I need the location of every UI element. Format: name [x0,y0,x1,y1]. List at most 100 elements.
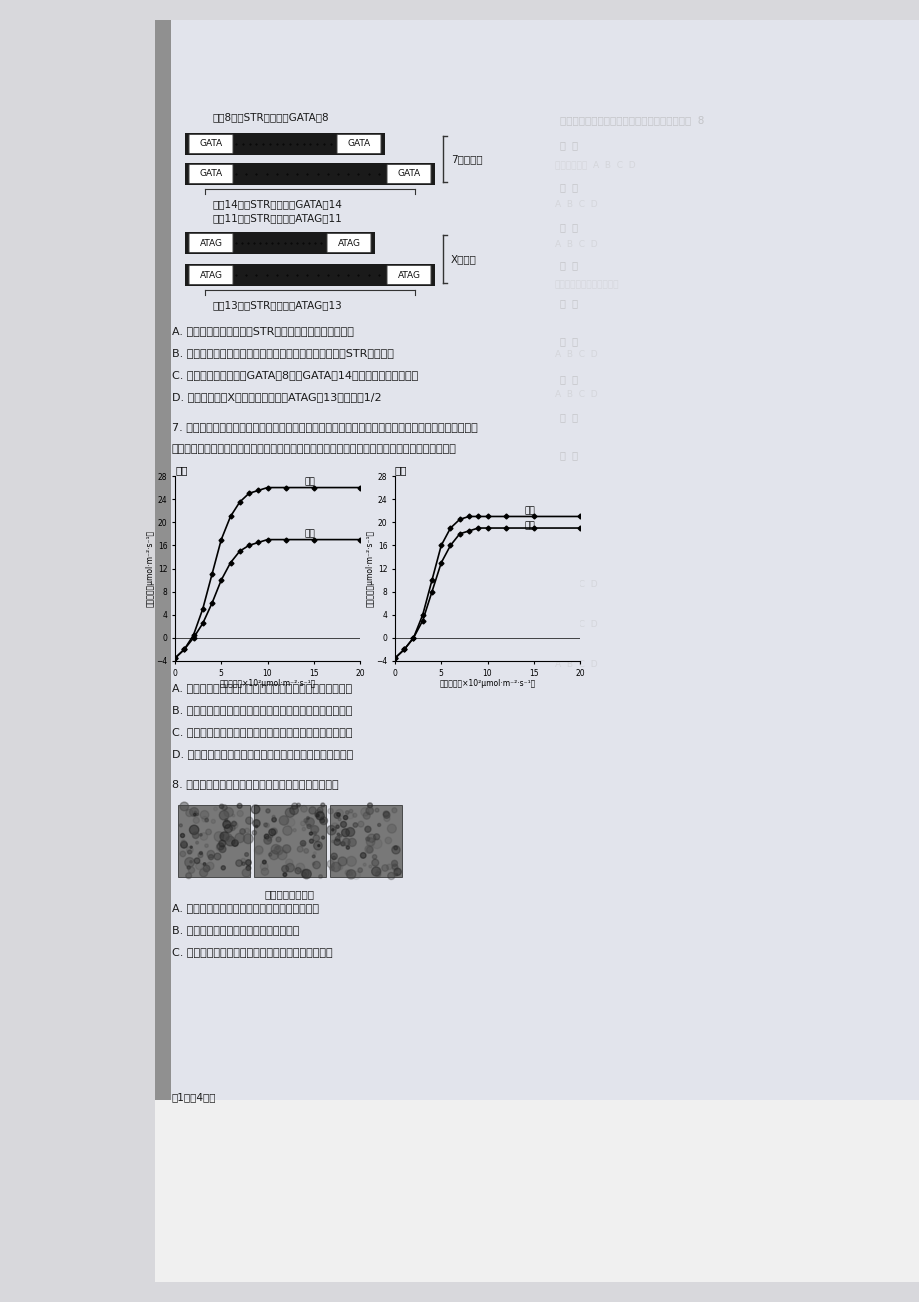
Circle shape [341,829,349,837]
Circle shape [264,836,271,844]
Circle shape [366,837,369,841]
FancyBboxPatch shape [154,20,919,1100]
Circle shape [375,871,380,876]
FancyBboxPatch shape [185,264,435,286]
Circle shape [357,822,364,827]
Circle shape [317,845,320,846]
Circle shape [313,841,322,850]
Circle shape [199,852,202,854]
Circle shape [352,871,360,879]
Circle shape [367,803,372,807]
Text: ATAG: ATAG [337,238,360,247]
Circle shape [342,838,350,846]
FancyBboxPatch shape [387,266,430,285]
Circle shape [180,802,188,811]
FancyBboxPatch shape [336,134,380,154]
Circle shape [189,825,199,835]
Circle shape [232,822,236,827]
Text: A. 胎儿手的发育过程中细胞的凋亡使得五指分开: A. 胎儿手的发育过程中细胞的凋亡使得五指分开 [172,904,319,913]
Circle shape [245,859,251,866]
FancyBboxPatch shape [387,164,430,184]
Circle shape [276,846,278,850]
Text: A  B  C  D: A B C D [554,240,597,249]
Circle shape [219,811,229,820]
Circle shape [199,833,208,840]
Circle shape [331,823,338,829]
Circle shape [366,807,373,815]
Circle shape [203,865,210,872]
Circle shape [207,850,214,858]
Text: （  ）: （ ） [560,411,577,422]
Circle shape [264,823,267,827]
Circle shape [193,818,199,823]
Circle shape [219,840,225,846]
Circle shape [391,865,397,870]
Text: A  B  C  D: A B C D [554,579,597,589]
Circle shape [301,870,309,878]
Text: B. 为保证亲子鉴定的准确率，应选择足够数量不同位点的STR进行检测: B. 为保证亲子鉴定的准确率，应选择足够数量不同位点的STR进行检测 [172,348,393,358]
Circle shape [217,842,224,850]
Circle shape [274,846,283,855]
Circle shape [180,833,185,837]
Text: A. 与单作相比，间作时两种植物的呼吸强度均没有受到影响: A. 与单作相比，间作时两种植物的呼吸强度均没有受到影响 [172,684,352,693]
Circle shape [300,841,305,846]
Circle shape [338,818,341,820]
Circle shape [312,832,316,835]
Circle shape [267,836,271,841]
Circle shape [268,829,276,836]
Circle shape [317,807,323,812]
Circle shape [272,815,275,818]
Text: D. 该女性的儿子X染色体含有图中（ATAG）13的概率是1/2: D. 该女性的儿子X染色体含有图中（ATAG）13的概率是1/2 [172,392,381,402]
Circle shape [220,832,229,841]
Text: B. 与单作相比，间作时两种植物光合作用的光饱和点均增大: B. 与单作相比，间作时两种植物光合作用的光饱和点均增大 [172,704,352,715]
Circle shape [363,863,366,866]
Circle shape [387,824,396,833]
Circle shape [321,836,324,840]
Circle shape [221,866,225,870]
Text: ATAG: ATAG [199,238,222,247]
Text: D. 大豆植株开始积累有机物时的最低光照强度单作大于间作: D. 大豆植株开始积累有机物时的最低光照强度单作大于间作 [172,749,353,759]
Circle shape [349,810,352,812]
Circle shape [327,809,333,814]
Circle shape [303,819,308,823]
Text: （  ）: （ ） [560,141,577,150]
Circle shape [366,846,373,853]
Circle shape [332,857,335,859]
Circle shape [206,862,214,870]
Circle shape [235,859,242,866]
Circle shape [296,863,304,872]
Circle shape [312,862,314,865]
Circle shape [312,835,319,841]
Circle shape [391,807,396,812]
Circle shape [391,861,397,866]
Circle shape [232,840,238,846]
Text: 7. 将桑树和大豆分别单独种植（单作）或两种隔行种植（间作），测得两种植物的光合速率如下图所示: 7. 将桑树和大豆分别单独种植（单作）或两种隔行种植（间作），测得两种植物的光合… [172,422,477,432]
Text: 重复8次，STR表示为（GATA）8: 重复8次，STR表示为（GATA）8 [213,112,329,122]
Circle shape [326,861,334,867]
Circle shape [244,828,249,833]
Text: C. 若此时受到致癌因子的影响，细胞更容易发生癌变: C. 若此时受到致癌因子的影响，细胞更容易发生癌变 [172,947,333,957]
X-axis label: 光照强度（×10²μmol·m⁻²·s⁻¹）: 光照强度（×10²μmol·m⁻²·s⁻¹） [439,680,535,687]
Circle shape [371,867,380,876]
Circle shape [180,852,186,857]
Circle shape [363,812,369,819]
Circle shape [312,855,315,858]
Text: （  ）: （ ） [560,260,577,270]
Circle shape [375,809,379,812]
Circle shape [265,823,269,828]
Circle shape [194,858,199,863]
Circle shape [385,837,391,844]
Circle shape [283,872,287,876]
Text: 7号染色体: 7号染色体 [450,154,482,164]
FancyBboxPatch shape [188,164,233,184]
Circle shape [381,865,388,871]
Circle shape [214,853,221,859]
FancyBboxPatch shape [326,233,370,253]
Circle shape [271,818,276,822]
Circle shape [336,812,340,816]
Text: GATA: GATA [397,169,420,178]
Circle shape [369,865,371,868]
Text: 重复11次，STR表示为（ATAG）11: 重复11次，STR表示为（ATAG）11 [213,214,343,223]
Circle shape [320,816,327,824]
Circle shape [377,823,380,827]
